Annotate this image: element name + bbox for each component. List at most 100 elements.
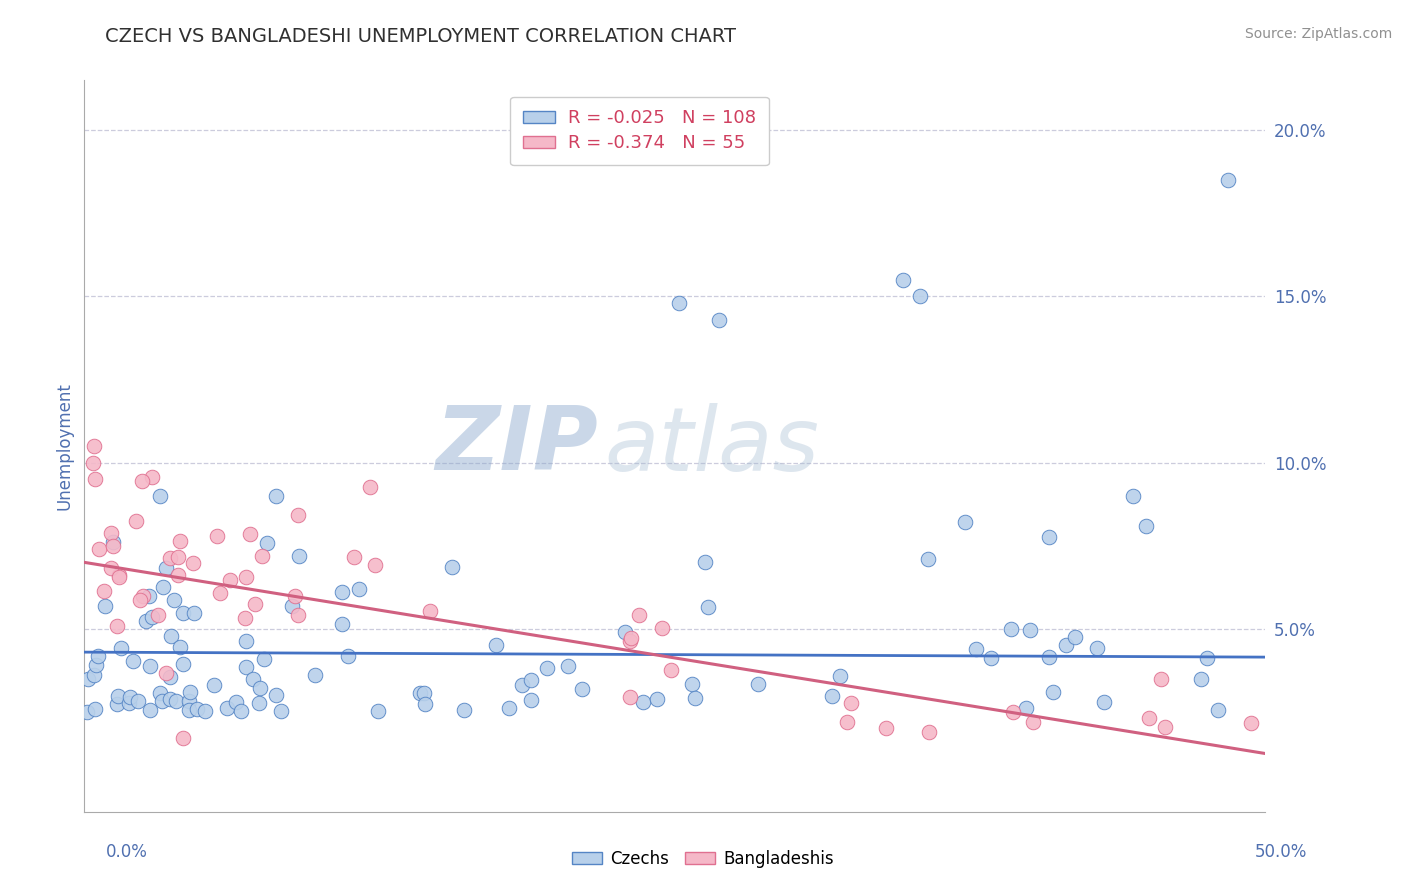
Point (250, 549, 273, 564)
Point (620, 631, 643, 645)
Point (107, 690, 129, 704)
Point (287, 508, 309, 523)
Point (141, 609, 163, 624)
Point (828, 669, 851, 683)
Point (172, 607, 194, 621)
Point (1154, 720, 1177, 734)
Point (1038, 530, 1060, 544)
Point (571, 682, 593, 697)
Point (155, 561, 177, 575)
Point (235, 660, 257, 674)
Point (239, 526, 262, 541)
Point (627, 607, 650, 622)
Point (633, 694, 655, 708)
Point (1189, 672, 1212, 686)
Point (235, 570, 257, 584)
Point (127, 694, 149, 708)
Text: 50.0%: 50.0% (1256, 843, 1308, 861)
Point (336, 648, 359, 663)
Point (108, 567, 131, 582)
Point (204, 678, 226, 692)
Point (367, 704, 389, 718)
Point (347, 582, 370, 596)
Point (121, 654, 143, 668)
Point (215, 701, 238, 715)
Point (139, 703, 162, 717)
Point (100, 561, 122, 575)
Point (101, 534, 124, 549)
Point (693, 555, 716, 569)
Point (101, 540, 124, 554)
Point (172, 731, 194, 746)
Point (118, 697, 141, 711)
Point (179, 703, 201, 717)
Point (343, 550, 366, 565)
Point (1064, 631, 1087, 645)
Point (131, 474, 153, 488)
Point (1038, 649, 1060, 664)
Point (253, 651, 276, 665)
Point (150, 694, 173, 708)
Point (683, 691, 706, 706)
Point (208, 586, 231, 600)
Point (218, 573, 240, 587)
Point (1240, 716, 1263, 731)
Point (242, 672, 264, 686)
Point (1042, 684, 1064, 698)
Point (839, 697, 862, 711)
Point (681, 676, 703, 690)
Point (165, 694, 187, 708)
Point (908, 289, 931, 303)
Point (953, 516, 976, 530)
Text: 0.0%: 0.0% (105, 843, 148, 861)
Point (148, 608, 170, 623)
Point (1206, 702, 1229, 716)
Point (93, 583, 115, 598)
Point (129, 593, 152, 607)
Point (225, 695, 247, 709)
Point (510, 678, 533, 692)
Point (441, 560, 464, 574)
Point (256, 536, 278, 550)
Point (83, 667, 105, 681)
Point (619, 633, 641, 648)
Point (160, 629, 183, 643)
Point (891, 273, 914, 287)
Point (668, 296, 690, 310)
Point (110, 640, 132, 655)
Legend: R = -0.025   N = 108, R = -0.374   N = 55: R = -0.025 N = 108, R = -0.374 N = 55 (510, 96, 769, 165)
Point (1018, 624, 1040, 638)
Point (249, 681, 271, 695)
Point (169, 640, 191, 654)
Point (132, 590, 155, 604)
Point (485, 638, 508, 652)
Point (235, 633, 257, 648)
Point (1000, 622, 1022, 636)
Point (135, 614, 157, 628)
Point (264, 489, 287, 503)
Point (747, 677, 769, 691)
Point (614, 625, 637, 640)
Point (84, 658, 107, 673)
Point (1218, 173, 1240, 187)
Point (363, 558, 385, 572)
Point (159, 670, 181, 684)
Point (409, 686, 432, 700)
Point (108, 570, 131, 584)
Point (149, 686, 172, 700)
Point (76, 705, 98, 719)
Point (1092, 696, 1115, 710)
Text: CZECH VS BANGLADESHI UNEMPLOYMENT CORRELATION CHART: CZECH VS BANGLADESHI UNEMPLOYMENT CORREL… (105, 27, 737, 45)
Text: ZIP: ZIP (436, 402, 598, 490)
Legend: Czechs, Bangladeshis: Czechs, Bangladeshis (565, 844, 841, 875)
Point (247, 696, 270, 710)
Point (138, 589, 160, 603)
Point (519, 673, 541, 687)
Point (93, 599, 115, 614)
Point (304, 668, 326, 682)
Point (159, 691, 181, 706)
Point (83, 472, 105, 486)
Point (194, 705, 217, 719)
Point (359, 480, 381, 494)
Point (82, 456, 104, 470)
